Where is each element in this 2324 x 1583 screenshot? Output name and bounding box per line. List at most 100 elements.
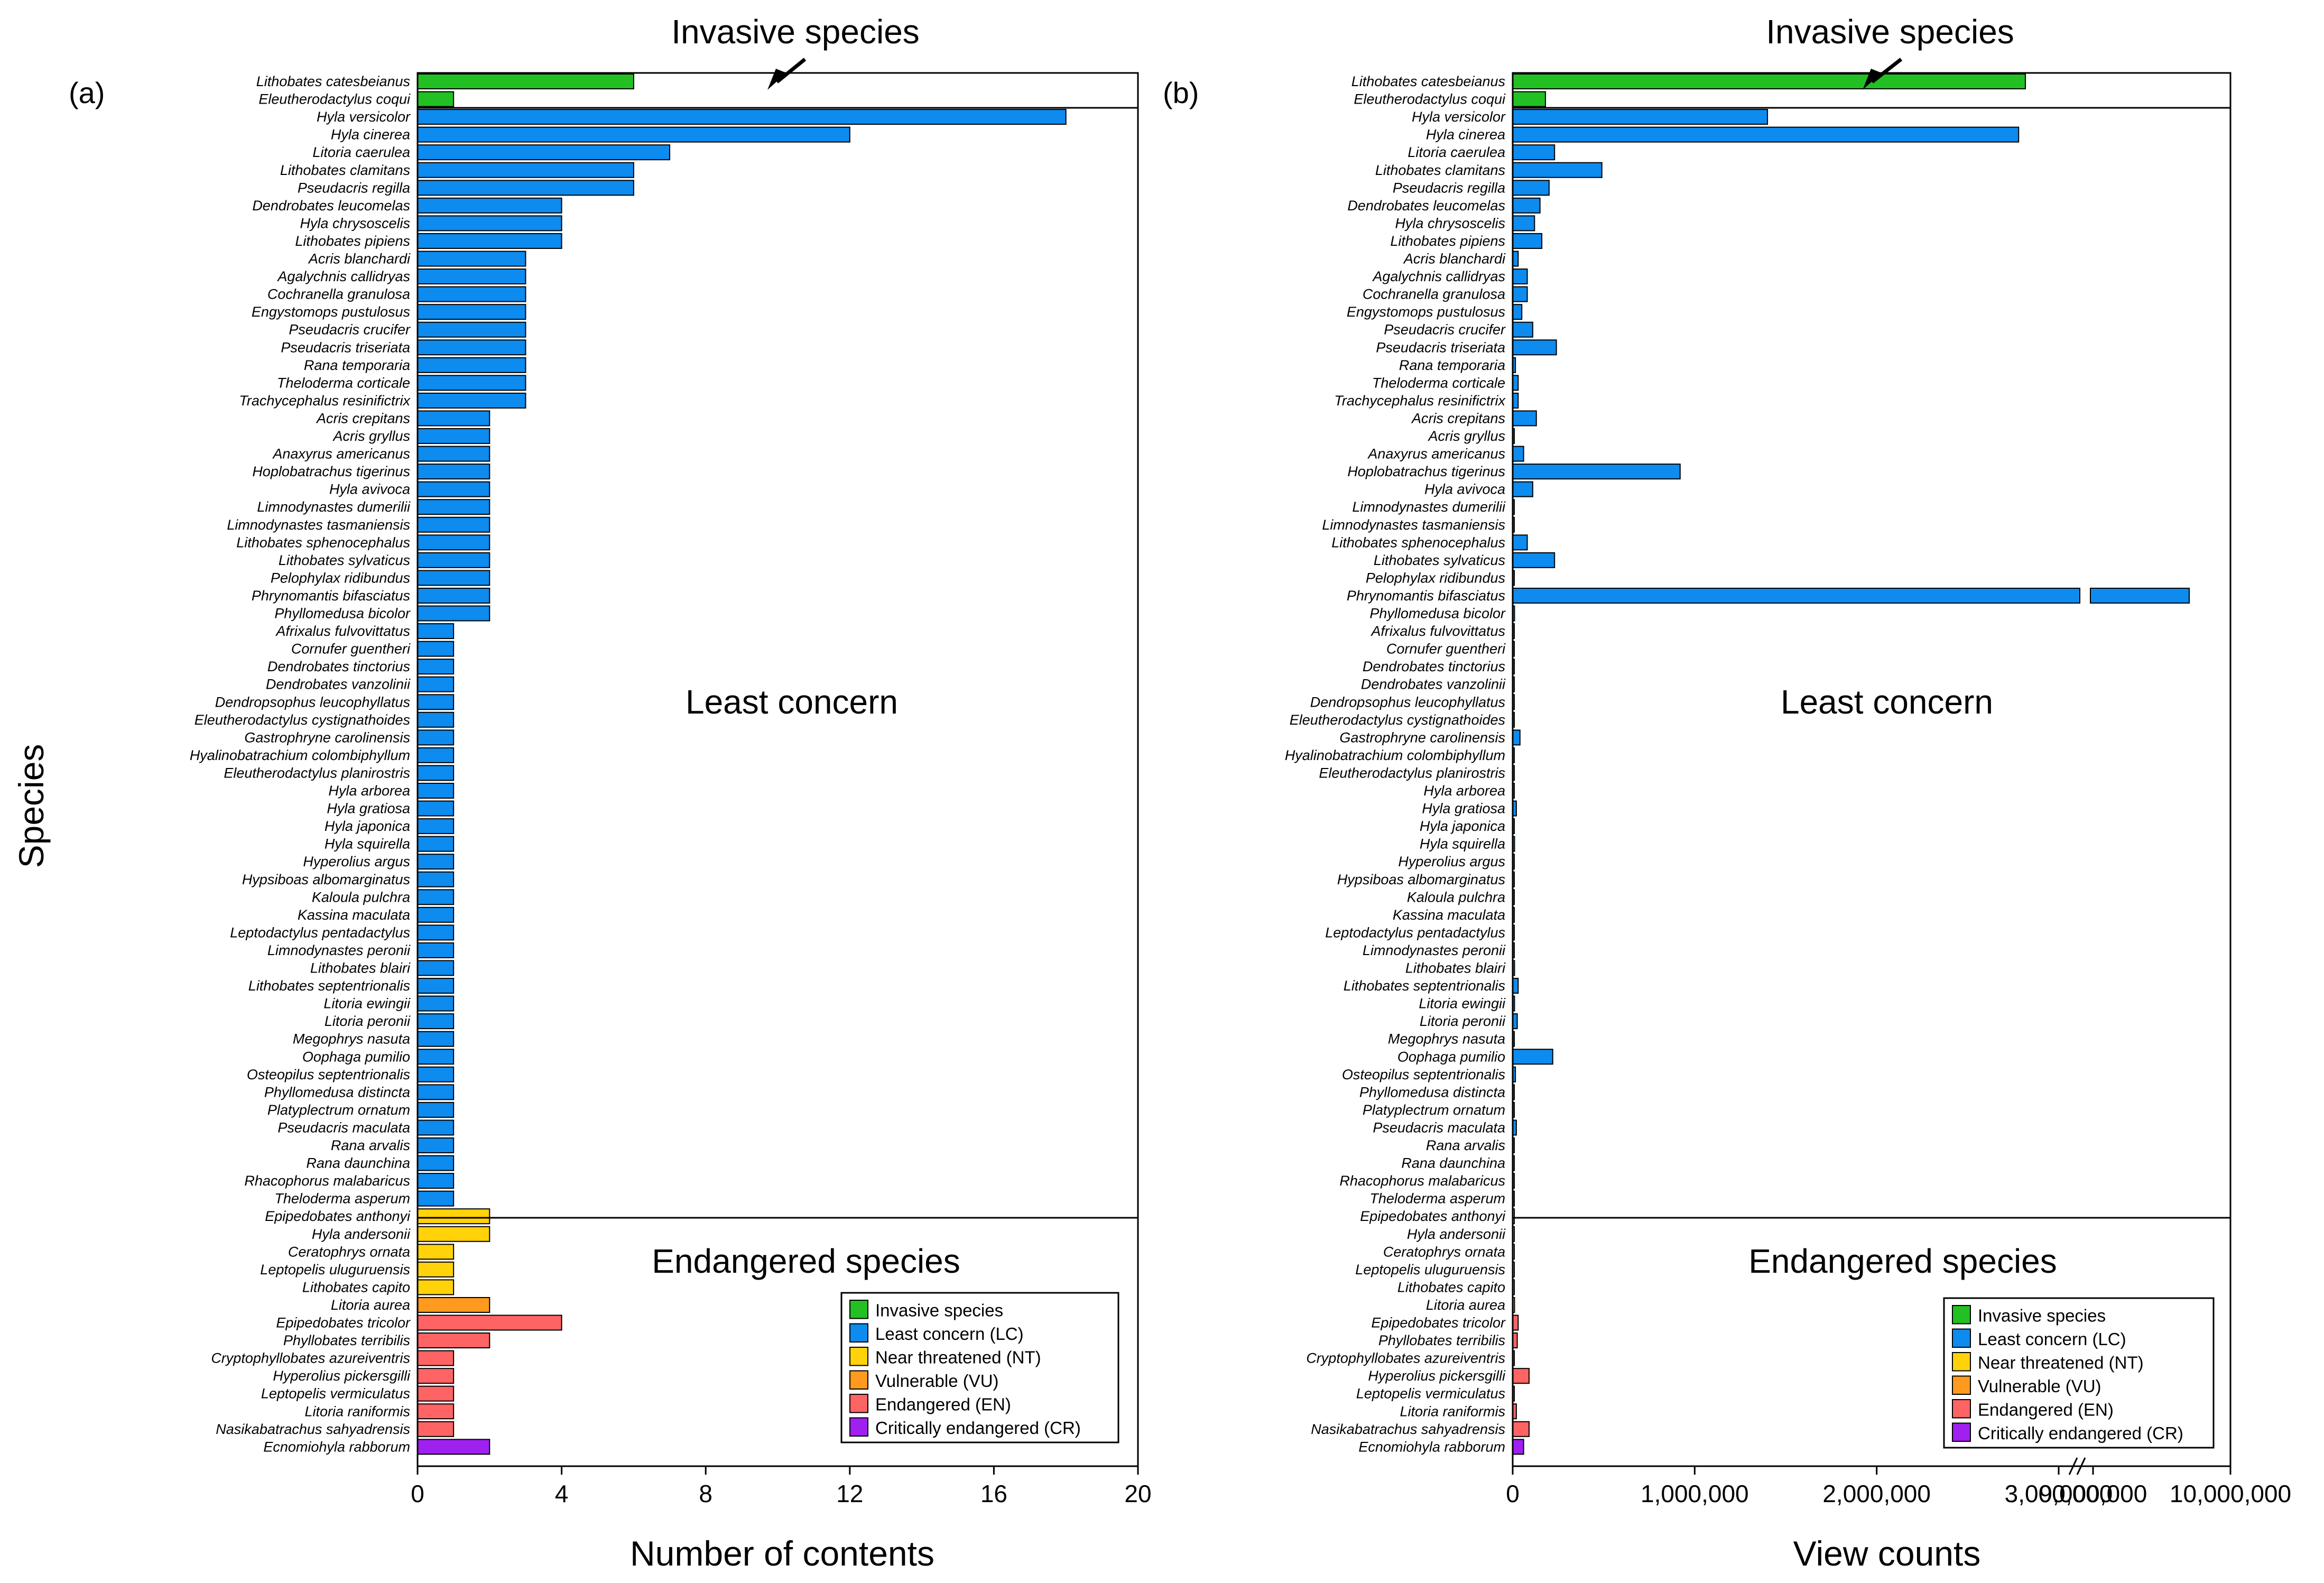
panel-b-legend-label: Critically endangered (CR) [1978,1423,2183,1443]
panel-b-bar [1512,587,2080,604]
panel-a-bar [417,1190,455,1207]
panel-a-species-label: Litoria aurea [331,1297,410,1313]
panel-b-x-tick-label: 9,000,000 [2039,1480,2147,1507]
panel-a-species-label: Hyla arborea [328,783,410,799]
panel-b-species-label: Rhacophorus malabaricus [1339,1173,1505,1189]
panel-b-species-label: Kassina maculata [1393,907,1505,923]
panel-a: (a) Lithobates catesbeianus Eleutherodact… [69,13,1152,1573]
panel-b-species-label: Litoria raniformis [1400,1403,1505,1419]
panel-a-species-label: Hoplobatrachus tigerinus [252,464,410,479]
panel-a-legend: Invasive species Least concern (LC) Near t… [840,1292,1119,1443]
panel-b-species-label: Oophaga pumilio [1397,1049,1505,1064]
panel-a-legend-swatch [849,1370,868,1390]
panel-b-bar [1512,251,1519,267]
panel-a-bar [417,1137,455,1153]
panel-a-legend-label: Invasive species [875,1301,1003,1320]
panel-a-bar [417,109,1067,125]
panel-a-legend-swatch [849,1417,868,1437]
panel-a-bar [417,446,490,462]
panel-a-species-label: Hyla gratiosa [327,801,410,817]
panel-b-species-label: Phyllomedusa distincta [1359,1084,1505,1100]
panel-a-bar [417,464,490,480]
panel-a-bar [417,215,562,232]
panel-b-species-label: Dendrobates leucomelas [1347,198,1505,214]
panel-a-bar [417,836,455,852]
panel-a-bar [417,197,562,214]
panel-b-bar [1512,233,1543,249]
panel-b-invasive-arrow [1863,58,1903,90]
panel-b-species-label: Phyllobates terribilis [1378,1332,1505,1348]
panel-b-species-label: Lithobates capito [1397,1279,1505,1295]
panel-a-species-label: Leptopelis uluguruensis [260,1262,410,1277]
panel-b-bar [1512,1421,1530,1437]
panel-b-species-label: Hyla japonica [1420,818,1505,834]
panel-a-legend-swatch [849,1300,868,1319]
panel-b-legend-label: Invasive species [1978,1306,2106,1326]
panel-a-bar [417,623,455,640]
panel-b-legend-swatch [1952,1328,1971,1348]
panel-a-bar [417,942,455,958]
panel-a-species-label: Hypsiboas albomarginatus [242,872,410,887]
panel-b-species-label: Cornufer guentheri [1386,641,1506,657]
panel-a-invasive-arrow [767,58,807,90]
panel-a-species-label: Ceratophrys ornata [288,1244,410,1260]
panel-a-species-label: Rana temporaria [304,357,410,373]
panel-a-species-label: Megophrys nasuta [293,1031,410,1047]
panel-a-species-label: Hyla japonica [325,818,410,834]
panel-b-species-label: Hyperolius argus [1398,854,1505,869]
panel-a-bar [417,552,490,568]
panel-a-bar [417,1421,455,1437]
panel-a-species-label: Osteopilus septentrionalis [247,1067,410,1082]
panel-a-bar [417,818,455,835]
panel-a-species-label: Dendrobates leucomelas [252,198,410,214]
panel-a-bar [417,1350,455,1366]
panel-b-species-label: Engystomops pustulosus [1347,304,1505,320]
panel-a-species-label: Hyperolius pickersgilli [273,1368,411,1384]
panel-b-bar [1512,144,1555,161]
panel-a-bar [417,321,526,338]
panel-a-species-label: Nasikabatrachus sahyadrensis [216,1421,410,1437]
panel-a-bar [417,481,490,497]
panel-a-species-label: Leptopelis vermiculatus [261,1386,410,1402]
panel-a-bar [417,1297,490,1313]
panel-b-species-label: Hyla gratiosa [1422,801,1505,817]
panel-b-species-label: Leptopelis uluguruensis [1355,1262,1505,1277]
panel-b-species-label: Limnodynastes tasmaniensis [1322,517,1505,533]
panel-a-bar [417,1208,490,1225]
panel-a-species-label: Hyla andersonii [312,1226,411,1242]
panel-a-bar [417,1261,455,1277]
panel-a-bar [417,375,526,391]
panel-b-species-label: Hyla versicolor [1412,109,1506,125]
panel-a-species-label: Pseudacris regilla [298,180,410,196]
panel-b-bar [1512,392,1519,409]
panel-b-bar [1512,91,1546,107]
panel-a-bar [417,1244,455,1260]
panel-a-species-label: Afrixalus fulvovittatus [275,623,410,639]
panel-b-species-label: Hyla arborea [1423,783,1505,799]
panel-a-species-label: Cryptophyllobates azureiventris [211,1350,410,1366]
panel-a-species-label: Hyperolius argus [303,854,410,869]
panel-a-x-axis: 0 4 8 12 16 20 [411,1466,1152,1507]
panel-b-x-axis-label: View counts [1793,1534,1981,1573]
panel-a-bar [417,995,455,1012]
panel-a-bar [417,126,850,143]
panel-a-species-label: Rana arvalis [331,1137,410,1153]
panel-a-species-label: Agalychnis callidryas [276,269,410,284]
panel-a-species-label: Eleutherodactylus coqui [258,91,411,107]
panel-b-species-label: Ecnomiohyla rabborum [1358,1439,1505,1455]
panel-a-legend-label: Least concern (LC) [875,1324,1024,1344]
panel-a-species-label: Hyla avivoca [329,482,410,497]
panel-a-species-label: Dendrobates vanzolinii [266,677,411,692]
panel-b-bar [1512,1049,1553,1065]
panel-a-bar [417,251,526,267]
panel-a-species-label: Kaloula pulchra [312,889,410,905]
panel-a-species-label: Theloderma corticale [277,375,410,391]
panel-a-bar [417,1049,455,1065]
panel-b-species-label: Acris gryllus [1427,428,1505,444]
panel-a-x-axis-label: Number of contents [630,1534,934,1573]
panel-a-species-label: Hyla chrysoscelis [300,215,410,231]
panel-b-least-concern-label: Least concern [1781,683,1993,721]
panel-a-bar [417,1101,455,1118]
panel-a-species-label: Dendropsophus leucophyllatus [215,694,410,710]
panel-b-species-label: Lithobates septentrionalis [1344,978,1505,994]
